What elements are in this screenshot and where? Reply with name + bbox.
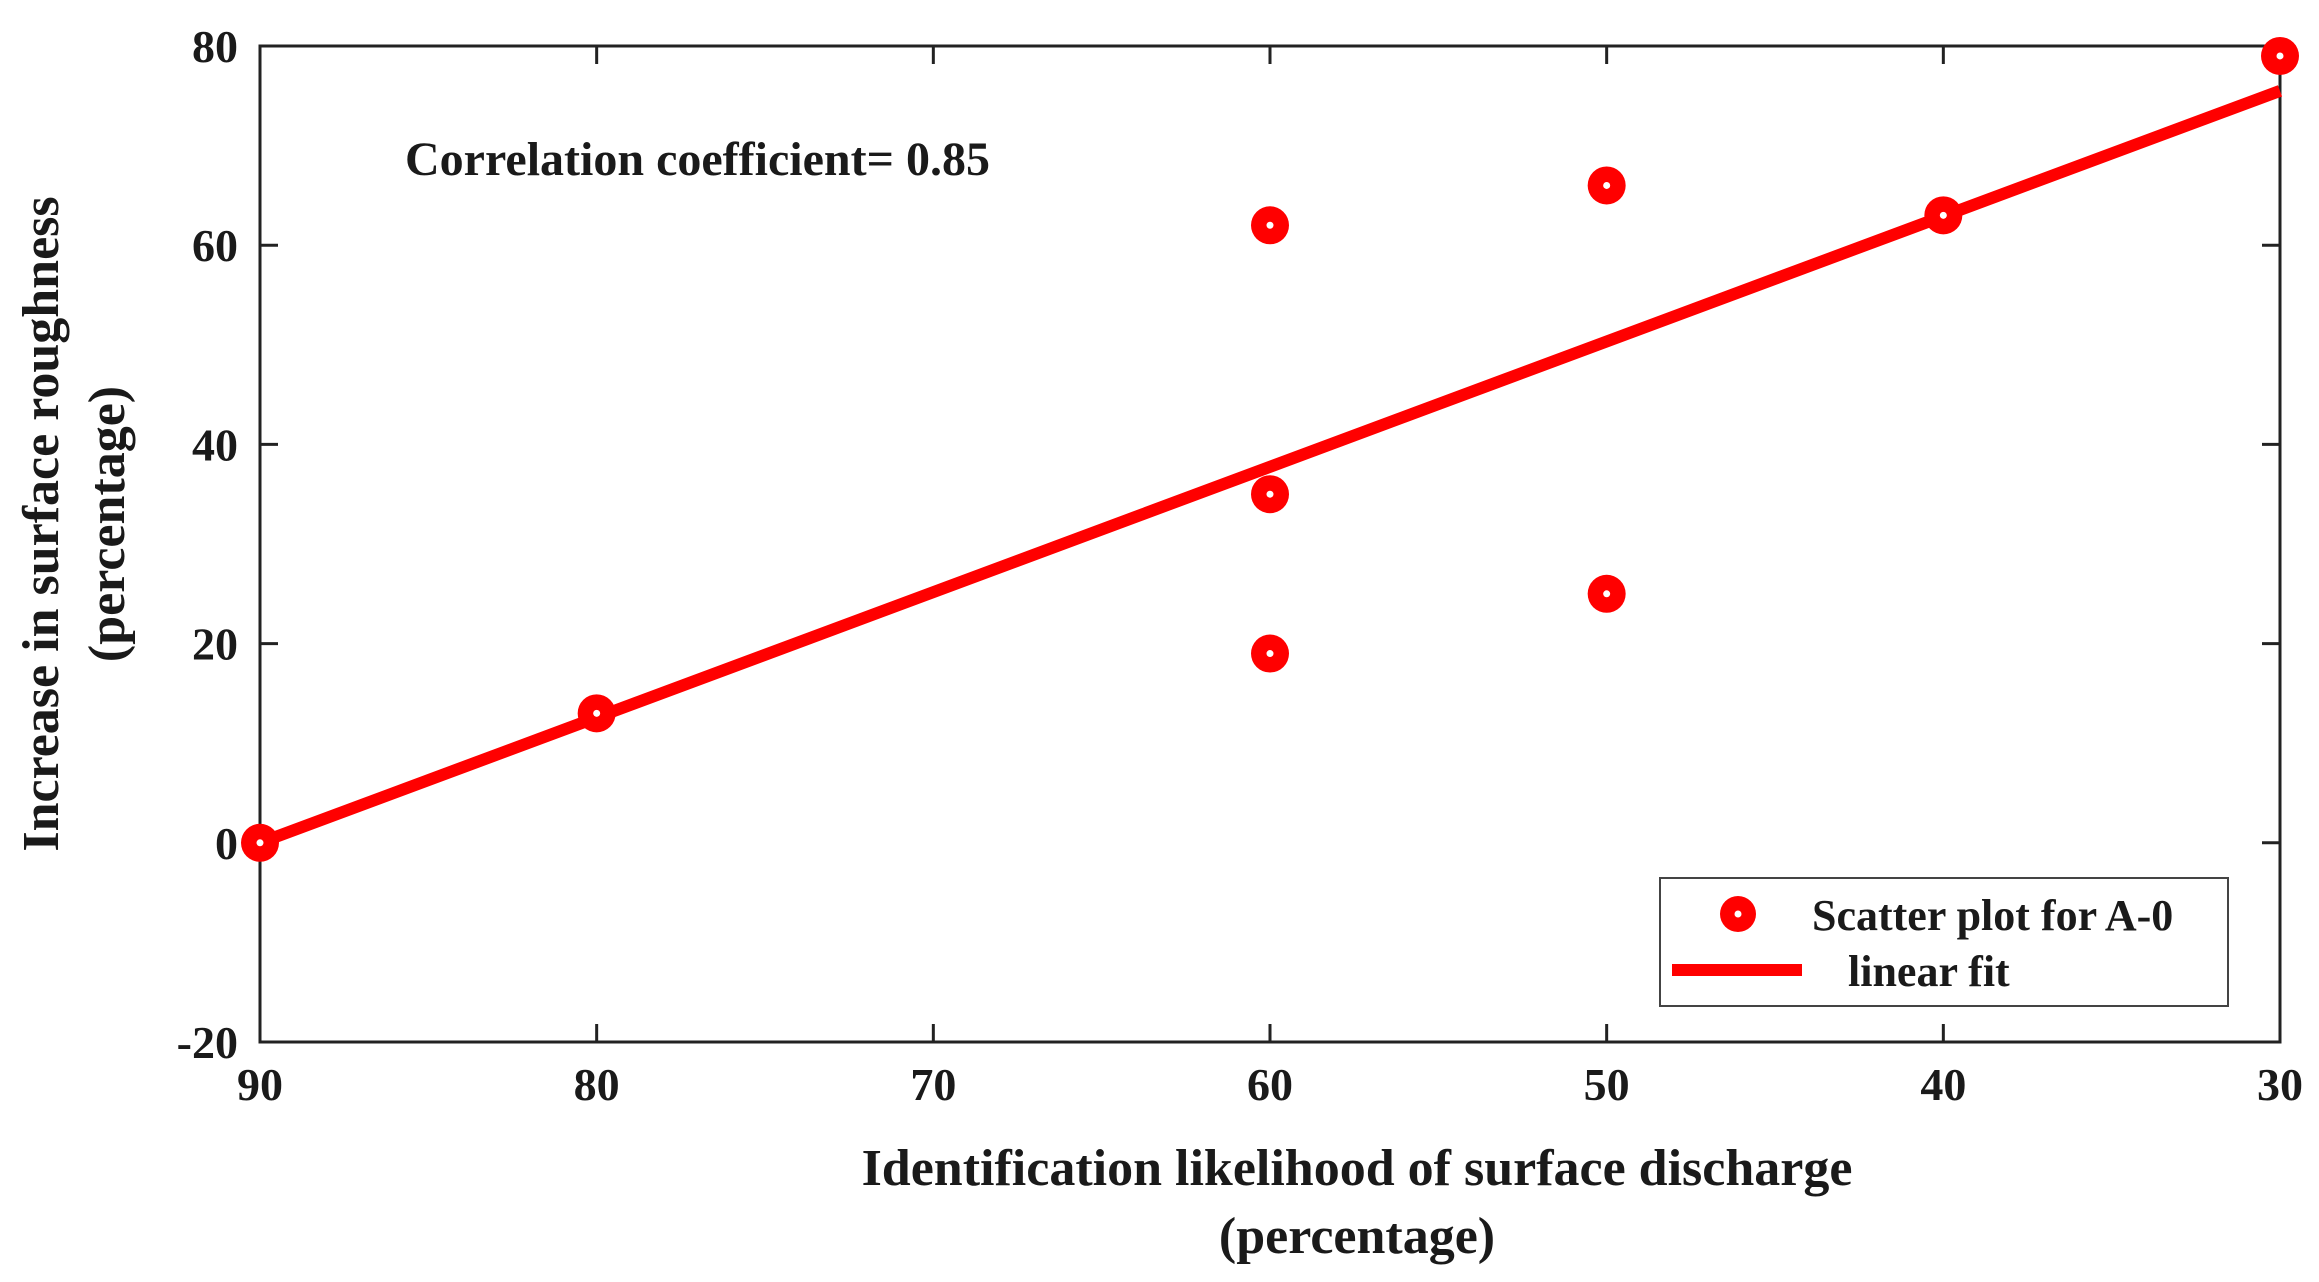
scatter-point xyxy=(1251,206,1289,245)
scatter-point xyxy=(241,823,279,862)
y-tick-label: -20 xyxy=(177,1017,238,1068)
scatter-point-center xyxy=(1603,590,1611,598)
legend: Scatter plot for A-0 linear fit xyxy=(1659,877,2229,1007)
y-tick-label: 80 xyxy=(192,21,238,72)
scatter-point-center xyxy=(1266,650,1274,658)
x-tick-label: 80 xyxy=(574,1059,620,1110)
x-tick-label: 40 xyxy=(1920,1059,1966,1110)
scatter-point xyxy=(1251,634,1289,673)
y-tick-label: 20 xyxy=(192,619,238,670)
scatter-point-center xyxy=(593,709,601,717)
scatter-point-center xyxy=(256,839,264,847)
legend-box xyxy=(1659,877,2229,1007)
x-tick-label: 90 xyxy=(237,1059,283,1110)
scatter-point xyxy=(2261,36,2299,75)
scatter-point-center xyxy=(2276,52,2284,60)
x-tick-label: 60 xyxy=(1247,1059,1293,1110)
fit-layer xyxy=(257,85,2283,849)
legend-label-scatter: Scatter plot for A-0 xyxy=(1812,891,2173,940)
x-tick-label: 30 xyxy=(2257,1059,2303,1110)
scatter-layer xyxy=(241,36,2299,862)
y-tick-label: 0 xyxy=(215,818,238,869)
x-axis: 90 80 70 60 50 40 30 xyxy=(237,46,2303,1110)
y-axis-title-line1: Increase in surface roughness xyxy=(13,196,70,851)
y-tick-label: 60 xyxy=(192,220,238,271)
y-axis: -20 0 20 40 60 80 xyxy=(177,21,2280,1068)
y-tick-label: 40 xyxy=(192,419,238,470)
scatter-point-center xyxy=(1603,181,1611,189)
legend-scatter-marker-center xyxy=(1734,910,1742,918)
scatter-point xyxy=(1924,196,1963,235)
scatter-point-center xyxy=(1939,211,1947,219)
scatter-point xyxy=(1251,475,1289,514)
x-tick-label: 70 xyxy=(910,1059,956,1110)
x-axis-title-line2: (percentage) xyxy=(1219,1208,1495,1265)
x-axis-title-line1: Identification likelihood of surface dis… xyxy=(862,1140,1853,1197)
y-axis-title-line2: (percentage) xyxy=(79,386,136,662)
scatter-point xyxy=(577,694,616,733)
scatter-point xyxy=(1587,166,1626,205)
x-tick-label: 50 xyxy=(1584,1059,1630,1110)
linear-fit-line xyxy=(257,85,2283,849)
scatter-point-center xyxy=(1266,490,1274,498)
scatter-point xyxy=(1587,574,1626,613)
correlation-annotation: Correlation coefficient= 0.85 xyxy=(405,133,990,186)
legend-label-fit: linear fit xyxy=(1848,947,2010,996)
scatter-point-center xyxy=(1266,221,1274,229)
